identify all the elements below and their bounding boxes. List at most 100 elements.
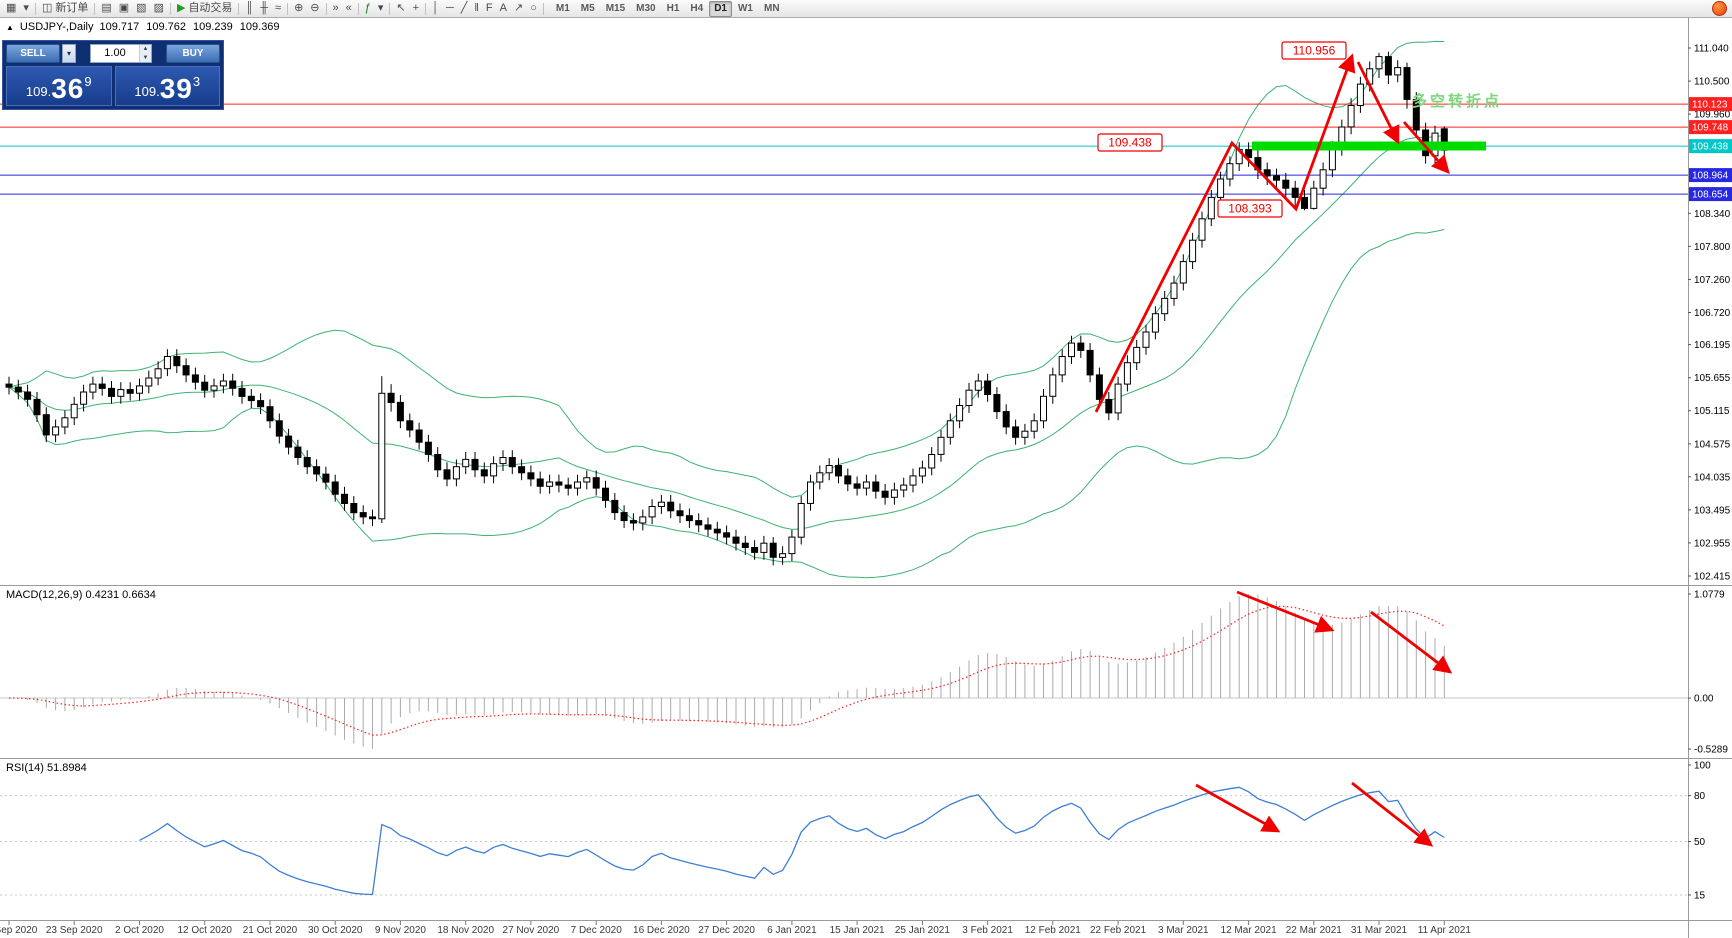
timeframe-m5[interactable]: M5 — [580, 3, 595, 14]
chart-list-dropdown[interactable]: ▾ — [20, 1, 32, 16]
profile-badge-icon[interactable] — [1712, 1, 1727, 16]
order-type-dropdown[interactable]: ▾ — [62, 44, 76, 63]
svg-text:111.040: 111.040 — [1694, 44, 1729, 55]
bar-chart-button[interactable]: ║ — [242, 1, 256, 16]
lot-increase-button[interactable]: ▲ — [140, 45, 151, 54]
arrow-icon: ↗ — [514, 2, 524, 14]
timeframe-m15[interactable]: M15 — [605, 3, 626, 14]
svg-text:15 Jan 2021: 15 Jan 2021 — [830, 925, 885, 936]
svg-text:110.956: 110.956 — [1293, 44, 1336, 58]
support-zone-bar — [1252, 141, 1486, 151]
svg-text:109.438: 109.438 — [1692, 142, 1729, 153]
market-watch-icon: ▤ — [101, 2, 112, 14]
toolbar-separator — [238, 2, 240, 15]
shapes-button[interactable]: ○ — [527, 1, 540, 16]
timeframe-d1[interactable]: D1 — [709, 0, 732, 17]
candlestick-icon: ╫ — [260, 2, 269, 14]
symbol-title: USDJPY-,Daily — [19, 21, 94, 33]
svg-text:25 Jan 2021: 25 Jan 2021 — [895, 925, 950, 936]
data-window-button[interactable]: ▣ — [116, 1, 132, 16]
rsi-level-lines — [0, 795, 1688, 896]
svg-text:100: 100 — [1694, 761, 1711, 772]
svg-text:102.955: 102.955 — [1694, 538, 1731, 549]
sell-button[interactable]: SELL — [6, 44, 60, 63]
svg-text:12 Oct 2020: 12 Oct 2020 — [177, 925, 232, 936]
chevron-down-icon: ▾ — [377, 2, 384, 14]
zoom-in-button[interactable]: ⊕ — [291, 1, 306, 16]
timeframe-h4[interactable]: H4 — [690, 3, 704, 14]
candlestick-chart-button[interactable]: ╫ — [257, 1, 271, 16]
crosshair-button[interactable]: + — [410, 1, 422, 16]
vertical-line-button[interactable]: │ — [429, 1, 442, 16]
channel-button[interactable]: ‖ — [471, 1, 482, 16]
svg-text:27 Nov 2020: 27 Nov 2020 — [503, 925, 560, 936]
timeframe-m1[interactable]: M1 — [555, 3, 570, 14]
text-button[interactable]: A — [497, 1, 510, 16]
svg-text:21 Oct 2020: 21 Oct 2020 — [243, 925, 298, 936]
navigator-icon: ▧ — [136, 2, 147, 14]
rsi-axis: 100 80 50 15 — [1688, 761, 1711, 902]
chart-annotations[interactable]: 110.956 109.438 108.393 多空转折点 — [1094, 41, 1502, 847]
navigator-button[interactable]: ▧ — [133, 1, 149, 16]
chart-shift-button[interactable]: « — [343, 1, 355, 16]
indicators-button[interactable]: ƒ — [362, 1, 374, 16]
ask-pip-digit: 3 — [192, 74, 201, 89]
annotation-note: 多空转折点 — [1412, 92, 1502, 110]
toolbar-separator — [94, 2, 96, 15]
bid-price-button[interactable]: 109. 36 9 — [6, 66, 112, 106]
svg-text:31 Mar 2021: 31 Mar 2021 — [1351, 925, 1408, 936]
ask-price-button[interactable]: 109. 39 3 — [114, 66, 220, 106]
ohlc-low: 109.239 — [193, 21, 233, 33]
zoom-out-button[interactable]: ⊖ — [307, 1, 322, 16]
timeframe-m30[interactable]: M30 — [636, 3, 656, 14]
svg-text:110.123: 110.123 — [1692, 100, 1728, 111]
chart-symbol-icon: ▲ — [6, 22, 14, 32]
ohlc-close: 109.369 — [239, 21, 280, 33]
svg-text:1.0779: 1.0779 — [1694, 590, 1725, 601]
zoom-out-icon: ⊖ — [310, 2, 320, 14]
toolbar-separator — [425, 2, 427, 15]
lot-size-input[interactable]: 1.00 ▲ ▼ — [90, 44, 152, 63]
svg-text:103.495: 103.495 — [1694, 505, 1731, 516]
toolbar-separator — [542, 2, 544, 15]
chevron-down-icon: ▾ — [23, 2, 29, 14]
svg-text:12 Mar 2021: 12 Mar 2021 — [1221, 925, 1278, 936]
horizontal-line-button[interactable]: ─ — [443, 1, 457, 16]
svg-text:110.500: 110.500 — [1694, 77, 1730, 88]
line-chart-button[interactable]: ≈ — [272, 1, 284, 16]
arrow-object-button[interactable]: ↗ — [511, 1, 526, 16]
market-watch-button[interactable]: ▤ — [98, 1, 114, 16]
autotrading-button[interactable]: ▶ 自动交易 — [174, 1, 235, 16]
new-order-button[interactable]: ◫ 新订单 — [39, 1, 91, 16]
buy-button[interactable]: BUY — [166, 44, 220, 63]
trendline-button[interactable]: ╱ — [458, 1, 471, 16]
horizontal-line-icon: ─ — [445, 2, 454, 14]
lot-decrease-button[interactable]: ▼ — [140, 53, 151, 62]
cursor-button[interactable]: ↖ — [393, 1, 408, 16]
autotrading-button-label: 自动交易 — [188, 2, 233, 14]
timeframe-w1[interactable]: W1 — [737, 3, 753, 14]
svg-text:106.195: 106.195 — [1694, 340, 1731, 351]
auto-scroll-button[interactable]: » — [330, 1, 342, 16]
toolbar: ▦ ▾ ◫ 新订单 ▤ ▣ ▧ ▨ ▶ 自动交易 ║ ╫ ≈ ⊕ ⊖» «ƒ ▾ ↖ + │ ─ ╱ ‖ F A ↗ ○ M1 M5 M1… — [0, 0, 1732, 18]
rsi-line — [139, 786, 1445, 896]
timeframe-h1[interactable]: H1 — [666, 3, 680, 14]
time-axis: 14 Sep 2020 23 Sep 2020 2 Oct 2020 12 Oct 2… — [0, 921, 1471, 936]
indicators-dropdown[interactable]: ▾ — [375, 1, 387, 16]
timeframe-mn[interactable]: MN — [763, 3, 780, 14]
text-icon: A — [499, 2, 507, 14]
fibonacci-button[interactable]: F — [483, 1, 496, 16]
toolbar-separator — [389, 2, 391, 15]
channel-icon: ‖ — [474, 2, 479, 14]
panel-dividers[interactable] — [0, 18, 1732, 938]
svg-text:109.960: 109.960 — [1694, 110, 1731, 121]
terminal-button[interactable]: ▨ — [151, 1, 167, 16]
new-chart-button[interactable]: ▦ — [3, 1, 19, 16]
svg-text:105.655: 105.655 — [1694, 373, 1731, 384]
ask-big-digits: 39 — [159, 73, 193, 104]
line-chart-icon: ≈ — [275, 2, 282, 14]
svg-text:23 Sep 2020: 23 Sep 2020 — [46, 925, 103, 936]
macd-signal-line — [8, 605, 1445, 736]
bid-pip-digit: 9 — [84, 74, 92, 89]
